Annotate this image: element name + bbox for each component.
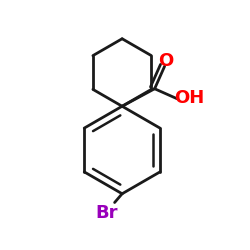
Text: Br: Br [96, 204, 118, 222]
Text: O: O [158, 52, 174, 70]
Text: OH: OH [174, 89, 204, 107]
